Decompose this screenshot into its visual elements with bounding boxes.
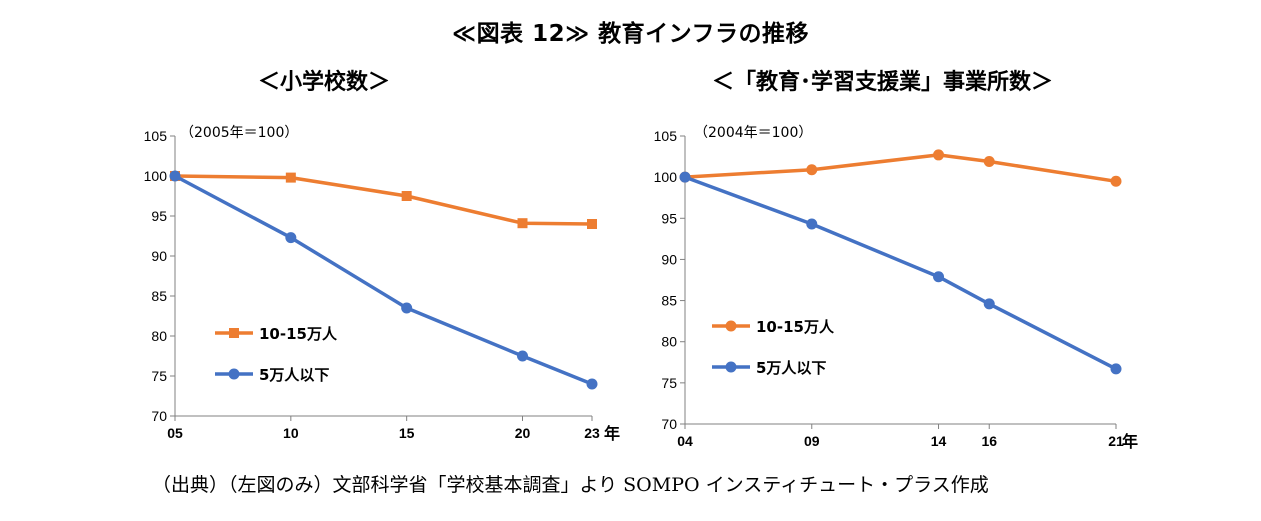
y-tick-label: 105 xyxy=(144,128,168,144)
y-tick-label: 90 xyxy=(151,248,167,264)
right-chart-note: （2004年＝100） xyxy=(694,125,813,141)
y-tick-label: 80 xyxy=(661,334,677,350)
data-point xyxy=(983,156,995,168)
data-point xyxy=(679,171,691,183)
data-point xyxy=(1110,363,1122,375)
x-tick-label: 15 xyxy=(399,425,415,441)
data-point xyxy=(983,298,995,310)
series-line xyxy=(174,174,593,386)
figure-title: ≪図表 12≫ 教育インフラの推移 xyxy=(452,21,809,47)
y-tick-label: 85 xyxy=(151,288,167,304)
x-tick-label: 16 xyxy=(981,433,997,449)
y-tick-label: 95 xyxy=(661,210,677,226)
data-point xyxy=(285,232,297,244)
y-tick-label: 95 xyxy=(151,208,167,224)
right-chart: 70 75 80 85 90 95 100 105 04 09 14 16 21年 10-15万人 5万人以… xyxy=(654,128,1138,451)
data-point xyxy=(933,271,945,283)
x-tick-label: 05 xyxy=(167,425,183,441)
y-tick-label: 75 xyxy=(661,375,677,391)
data-point xyxy=(517,218,528,229)
legend-label: 10-15万人 xyxy=(259,325,338,343)
right-chart-title: ＜「教育･学習支援業」事業所数＞ xyxy=(712,70,1054,95)
data-point xyxy=(806,164,818,176)
left-chart: 70 75 80 85 90 95 100 105 05 10 15 20 23 年 10-15万人 5万人以… xyxy=(144,128,620,443)
x-axis-unit: 年 xyxy=(1122,432,1138,451)
data-point xyxy=(933,149,945,161)
data-point xyxy=(587,219,597,229)
data-point xyxy=(1110,175,1122,187)
y-tick-label: 100 xyxy=(144,168,168,184)
x-axis-unit: 年 xyxy=(604,424,620,443)
data-point xyxy=(806,218,818,230)
y-tick-label: 70 xyxy=(151,408,167,424)
y-tick-label: 75 xyxy=(151,368,167,384)
data-point xyxy=(586,378,598,390)
data-point xyxy=(285,172,296,183)
left-chart-title: ＜小学校数＞ xyxy=(258,70,391,95)
source-note: （出典）（左図のみ）文部科学省「学校基本調査」より SOMPO インスティチュー… xyxy=(152,474,989,496)
x-tick-label: 10 xyxy=(283,425,299,441)
y-tick-label: 100 xyxy=(654,169,678,185)
series-line xyxy=(174,174,593,226)
series-line xyxy=(684,175,1117,371)
x-tick-label: 09 xyxy=(804,433,820,449)
data-point xyxy=(401,191,412,201)
x-tick-label: 04 xyxy=(677,433,693,449)
y-tick-label: 70 xyxy=(661,416,677,432)
x-tick-label: 23 xyxy=(584,425,600,441)
x-tick-label: 20 xyxy=(515,425,531,441)
y-tick-label: 90 xyxy=(661,251,677,267)
data-point xyxy=(169,170,181,182)
x-tick-label: 21 xyxy=(1108,433,1124,449)
x-tick-label: 14 xyxy=(931,433,947,449)
legend-swatch-marker xyxy=(725,361,737,373)
legend-swatch-marker xyxy=(725,320,737,332)
y-tick-label: 85 xyxy=(661,293,677,309)
y-tick-label: 80 xyxy=(151,328,167,344)
data-point xyxy=(401,302,413,314)
legend-swatch-marker xyxy=(229,328,239,338)
left-chart-note: （2005年＝100） xyxy=(180,125,299,141)
series-line xyxy=(684,153,1117,184)
legend-label: 5万人以下 xyxy=(259,366,329,384)
legend-swatch-marker xyxy=(228,368,240,380)
data-point xyxy=(517,350,528,362)
legend-label: 5万人以下 xyxy=(756,359,826,377)
legend-label: 10-15万人 xyxy=(756,318,835,336)
y-tick-label: 105 xyxy=(654,128,678,144)
